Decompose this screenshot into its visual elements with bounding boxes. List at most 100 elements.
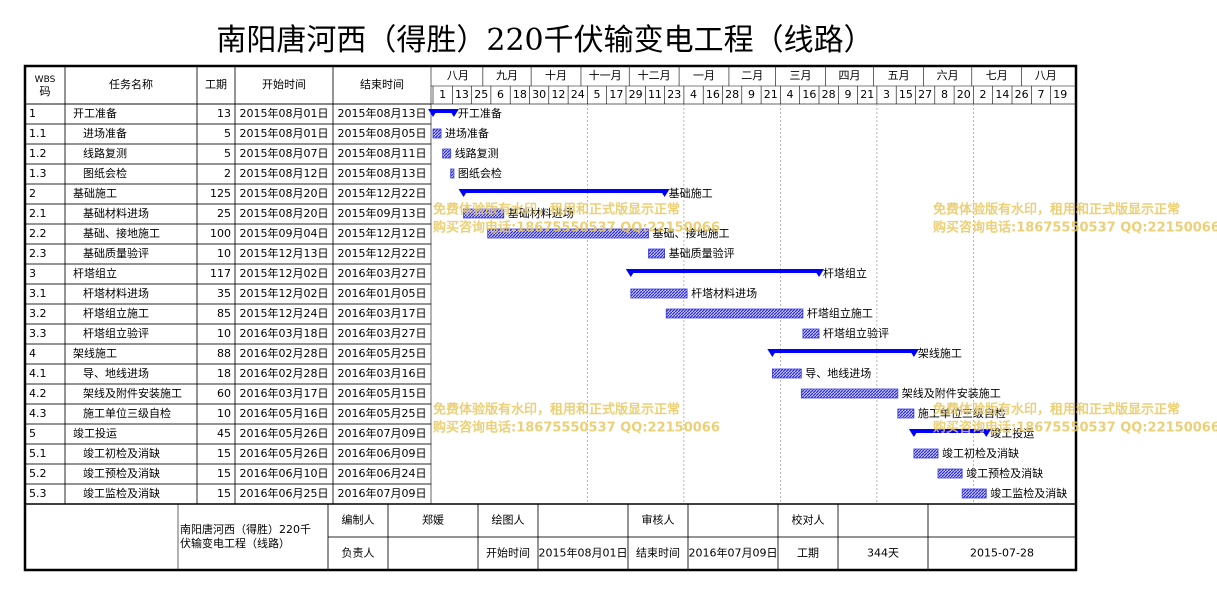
bar-label: 架线施工 — [918, 346, 962, 360]
bar-label: 施工单位三级自检 — [918, 406, 1006, 420]
summary-cap — [908, 429, 919, 437]
month-label: 八月 — [447, 69, 469, 82]
start-date: 2016年05月26日 — [240, 446, 329, 460]
task-bar — [648, 248, 665, 259]
day-label: 21 — [764, 88, 778, 101]
duration: 85 — [217, 307, 231, 320]
footer-text: 2015年08月01日 — [539, 546, 628, 560]
day-label: 2 — [980, 88, 987, 101]
summary-cap — [908, 349, 919, 357]
bar-label: 杆塔组立 — [823, 266, 867, 280]
bar-label: 基础、接地施工 — [653, 227, 730, 240]
end-date: 2015年12月22日 — [338, 186, 427, 200]
task-name: 基础质量验评 — [83, 246, 149, 260]
task-name: 进场准备 — [83, 126, 127, 140]
start-date: 2015年12月02日 — [240, 266, 329, 280]
bar-label: 杆塔组立施工 — [807, 306, 873, 320]
task-name: 架线施工 — [73, 346, 117, 360]
bar-label: 线路复测 — [455, 146, 499, 160]
task-bar — [442, 148, 452, 159]
summary-cap — [659, 189, 670, 197]
wbs: 2.2 — [29, 227, 47, 240]
summary-cap — [814, 269, 824, 277]
end-date: 2016年07月09日 — [338, 426, 427, 440]
footer-text: 工期 — [797, 547, 819, 560]
month-label: 二月 — [741, 69, 763, 82]
header-label-part: WBS — [35, 75, 56, 85]
summary-bar — [630, 269, 819, 273]
task-name: 杆塔材料进场 — [83, 286, 149, 300]
wbs: 5.3 — [29, 487, 47, 500]
wbs: 4 — [29, 347, 36, 360]
wbs: 2.1 — [29, 207, 47, 220]
end-date: 2015年08月13日 — [338, 166, 427, 180]
day-label: 24 — [571, 88, 585, 101]
end-date: 2015年08月11日 — [338, 146, 427, 160]
task-name: 架线及附件安装施工 — [83, 386, 182, 400]
end-date: 2015年08月05日 — [338, 126, 427, 140]
day-label: 7 — [1037, 88, 1044, 101]
task-name: 线路复测 — [83, 146, 127, 160]
month-label: 十月 — [545, 68, 567, 82]
day-label: 18 — [513, 88, 527, 101]
task-name: 图纸会检 — [83, 166, 127, 180]
duration: 25 — [217, 207, 231, 220]
day-label: 14 — [995, 88, 1009, 101]
summary-cap — [428, 109, 438, 117]
bar-label: 竣工初检及消缺 — [942, 446, 1019, 460]
day-label: 28 — [725, 88, 739, 101]
footer-text: 校对人 — [792, 513, 825, 527]
bar-label: 竣工投运 — [990, 426, 1034, 440]
task-bar — [630, 288, 688, 299]
duration: 5 — [224, 127, 231, 140]
duration: 15 — [217, 447, 231, 460]
bar-label: 架线及附件安装施工 — [902, 386, 1001, 400]
wbs: 5.1 — [29, 447, 47, 460]
footer-text: 开始时间 — [486, 546, 530, 560]
task-name: 竣工预检及消缺 — [83, 466, 160, 480]
day-label: 27 — [918, 88, 932, 101]
day-label: 13 — [455, 88, 469, 101]
task-bar — [897, 408, 915, 419]
duration: 10 — [217, 407, 231, 420]
watermark: 免费体验版有水印，租用和正式版显示正常 — [933, 402, 1180, 418]
bar-label: 基础质量验评 — [669, 246, 735, 260]
month-label: 八月 — [1035, 69, 1057, 82]
task-name: 基础、接地施工 — [83, 227, 160, 240]
start-date: 2015年08月20日 — [240, 186, 329, 200]
end-date: 2016年05月15日 — [338, 386, 427, 400]
task-bar — [800, 388, 899, 399]
task-name: 竣工投运 — [73, 426, 117, 440]
start-date: 2016年02月28日 — [240, 346, 329, 360]
task-bar — [487, 228, 649, 239]
day-label: 19 — [1053, 88, 1067, 101]
month-label: 一月 — [693, 69, 715, 82]
day-label: 3 — [883, 88, 890, 101]
cell — [837, 503, 929, 538]
day-label: 29 — [629, 88, 643, 101]
wbs: 1 — [29, 107, 36, 120]
day-label: 8 — [941, 88, 948, 101]
day-label: 17 — [609, 88, 623, 101]
bar-label: 杆塔组立验评 — [823, 326, 889, 340]
header-label-part: 码 — [40, 85, 51, 98]
summary-cap — [625, 269, 636, 277]
wbs: 1.2 — [29, 147, 47, 160]
start-date: 2015年12月24日 — [240, 306, 329, 320]
start-date: 2016年05月26日 — [240, 426, 329, 440]
day-label: 9 — [748, 88, 755, 101]
month-label: 七月 — [986, 69, 1008, 82]
day-label: 15 — [899, 88, 913, 101]
task-bar — [771, 368, 802, 379]
task-bar — [937, 468, 963, 479]
task-name: 杆塔组立施工 — [83, 306, 149, 320]
end-date: 2015年08月13日 — [338, 106, 427, 120]
wbs: 3 — [29, 267, 36, 280]
duration: 15 — [217, 467, 231, 480]
duration: 10 — [217, 327, 231, 340]
end-date: 2016年06月24日 — [338, 466, 427, 480]
cell — [687, 503, 779, 538]
cell — [927, 503, 1077, 538]
wbs: 5.2 — [29, 467, 47, 480]
day-label: 4 — [787, 88, 794, 101]
